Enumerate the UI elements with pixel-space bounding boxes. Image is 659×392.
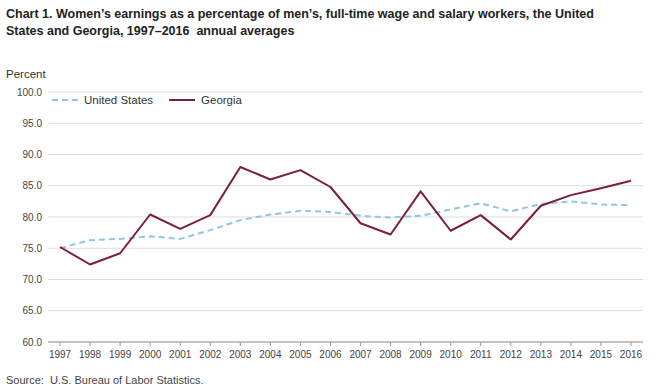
y-tick-label: 65.0	[23, 305, 43, 316]
chart: Chart 1. Women’s earnings as a percentag…	[0, 0, 659, 392]
x-tick-label: 2002	[199, 349, 222, 360]
y-tick-label: 100.0	[17, 87, 42, 98]
x-tick	[570, 342, 571, 346]
grid-line	[48, 310, 643, 311]
x-tick-label: 2010	[440, 349, 463, 360]
x-tick	[390, 342, 391, 346]
x-tick-label: 2013	[530, 349, 553, 360]
x-tick-label: 2005	[289, 349, 312, 360]
x-tick-label: 2000	[139, 349, 162, 360]
x-tick	[240, 342, 241, 346]
line-series	[60, 167, 631, 265]
line-series	[60, 201, 631, 248]
x-axis-line	[48, 342, 643, 343]
x-tick	[60, 342, 61, 346]
legend-item: Georgia	[169, 94, 243, 106]
source-note: Source: U.S. Bureau of Labor Statistics.	[6, 374, 203, 386]
x-tick	[90, 342, 91, 346]
x-tick	[360, 342, 361, 346]
grid-line	[48, 123, 643, 124]
x-tick	[450, 342, 451, 346]
legend-label: Georgia	[201, 94, 243, 106]
y-tick-label: 60.0	[23, 337, 43, 348]
x-tick	[120, 342, 121, 346]
grid-line	[48, 154, 643, 155]
y-axis-label: Percent	[6, 68, 46, 80]
x-tick-label: 2009	[410, 349, 433, 360]
x-tick	[150, 342, 151, 346]
title-line: States and Georgia, 1997–2016 annual ave…	[6, 24, 294, 38]
x-tick-label: 2015	[590, 349, 613, 360]
x-tick-label: 1997	[49, 349, 72, 360]
x-tick	[420, 342, 421, 346]
x-tick-label: 1998	[79, 349, 102, 360]
series-group	[60, 167, 631, 265]
x-tick-label: 2004	[259, 349, 282, 360]
x-tick-label: 1999	[109, 349, 132, 360]
x-tick-label: 2016	[620, 349, 643, 360]
grid-line	[48, 342, 643, 343]
y-tick-label: 70.0	[23, 274, 43, 285]
title: Chart 1. Women’s earnings as a percentag…	[6, 7, 594, 38]
title-line: Chart 1. Women’s earnings as a percentag…	[6, 7, 594, 21]
grid-line	[48, 92, 643, 93]
x-tick-label: 2011	[470, 349, 492, 360]
x-tick-label: 2003	[229, 349, 252, 360]
legend-item: United States	[52, 94, 153, 106]
grid-line	[48, 185, 643, 186]
grid-line	[48, 248, 643, 249]
x-tick	[600, 342, 601, 346]
x-tick	[630, 342, 631, 346]
x-tick	[330, 342, 331, 346]
x-tick	[480, 342, 481, 346]
x-tick	[510, 342, 511, 346]
grid	[48, 92, 643, 342]
y-tick-label: 75.0	[23, 243, 43, 254]
grid-line	[48, 279, 643, 280]
y-tick-label: 95.0	[23, 118, 43, 129]
y-tick-label: 90.0	[23, 149, 43, 160]
x-tick-label: 2012	[500, 349, 523, 360]
x-tick	[270, 342, 271, 346]
x-tick-label: 2001	[169, 349, 192, 360]
x-tick-label: 2008	[379, 349, 402, 360]
y-axis: 60.0 65.0 70.0 75.0 80.0 85.0 90.0 95.0 100.0	[17, 87, 42, 348]
legend: United States Georgia	[52, 94, 243, 106]
grid-line	[48, 217, 643, 218]
y-tick-label: 85.0	[23, 180, 43, 191]
x-tick	[180, 342, 181, 346]
x-tick	[210, 342, 211, 346]
legend-swatch	[52, 99, 78, 101]
x-axis: 1997 1998 1999 2000 2001 2002 2003 2004 2005 2006…	[48, 342, 643, 360]
x-tick-label: 2014	[560, 349, 583, 360]
x-tick	[300, 342, 301, 346]
legend-label: United States	[84, 94, 153, 106]
x-tick	[540, 342, 541, 346]
x-tick-label: 2006	[319, 349, 342, 360]
y-tick-label: 80.0	[23, 212, 43, 223]
x-tick-label: 2007	[349, 349, 372, 360]
legend-swatch	[169, 99, 195, 101]
